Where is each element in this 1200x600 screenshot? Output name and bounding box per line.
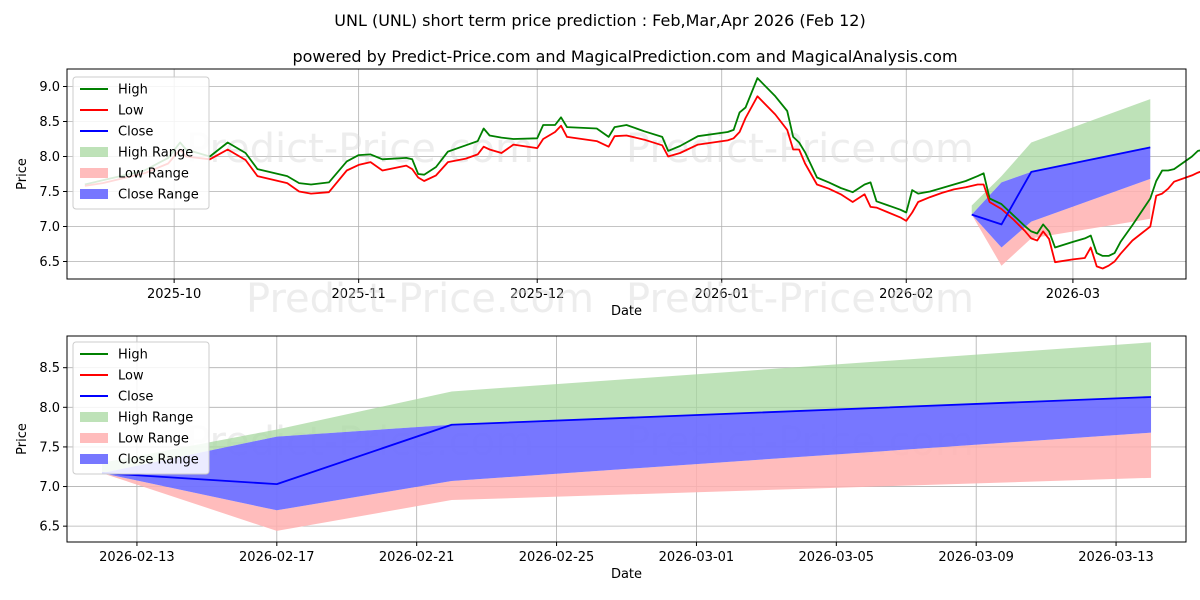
legend-swatch xyxy=(80,147,108,157)
low-range-band xyxy=(971,178,1151,266)
y-tick-label: 8.5 xyxy=(39,361,60,376)
chart-subtitle: powered by Predict-Price.com and Magical… xyxy=(292,47,957,66)
y-tick-label: 7.5 xyxy=(39,185,60,200)
legend-label: Low Range xyxy=(118,167,189,182)
x-tick-label: 2025-12 xyxy=(510,287,564,302)
x-tick-label: 2026-02-13 xyxy=(99,550,175,565)
y-tick-label: 7.0 xyxy=(39,220,60,235)
y-tick-label: 7.0 xyxy=(39,480,60,495)
x-tick-label: 2026-03-13 xyxy=(1078,550,1154,565)
close-line xyxy=(971,146,1151,226)
y-tick-label: 9.0 xyxy=(39,80,60,95)
y-tick-label: 7.5 xyxy=(39,440,60,455)
close-range-band xyxy=(101,397,1152,511)
low-line xyxy=(84,95,1200,270)
y-tick-label: 6.5 xyxy=(39,255,60,270)
y-tick-label: 8.0 xyxy=(39,150,60,165)
high-range-band xyxy=(971,99,1151,215)
y-tick-label: 8.5 xyxy=(39,115,60,130)
legend-swatch xyxy=(80,454,108,464)
y-axis-label: Price xyxy=(15,423,30,455)
y-tick-label: 6.5 xyxy=(39,520,60,535)
legend-label: High xyxy=(118,348,148,363)
x-tick-label: 2026-03-09 xyxy=(938,550,1014,565)
close-line xyxy=(101,396,1152,486)
x-tick-label: 2026-02 xyxy=(879,287,933,302)
legend-swatch xyxy=(80,412,108,422)
x-tick-label: 2025-11 xyxy=(331,287,385,302)
x-tick-label: 2026-03-01 xyxy=(659,550,735,565)
high-range-band xyxy=(101,342,1152,474)
chart-title: UNL (UNL) short term price prediction : … xyxy=(334,11,865,30)
high-line xyxy=(84,77,1200,257)
x-tick-label: 2026-02-17 xyxy=(239,550,315,565)
x-axis-label: Date xyxy=(611,304,642,319)
watermark-text: Predict-Price.com xyxy=(626,276,974,322)
plot-frame xyxy=(66,68,1187,280)
x-tick-label: 2026-03 xyxy=(1046,287,1100,302)
legend-label: High Range xyxy=(118,411,193,426)
legend-swatch xyxy=(80,433,108,443)
legend-swatch xyxy=(80,168,108,178)
y-axis-label: Price xyxy=(15,158,30,190)
low-range-band xyxy=(101,432,1152,531)
forecast-plot: 2026-02-13 2026-02-17 2026-02-21 2026-02-25… xyxy=(15,335,1187,582)
watermark-text: Predict-Price.com xyxy=(626,126,974,172)
legend-label: Close xyxy=(118,390,153,405)
x-tick-label: 2026-02-25 xyxy=(519,550,595,565)
legend-label: Low xyxy=(118,104,144,119)
legend-label: High xyxy=(118,83,148,98)
legend-swatch xyxy=(80,189,108,199)
legend: High Low Close High Range Low Range Close Ran… xyxy=(72,76,210,210)
legend-label: High Range xyxy=(118,146,193,161)
legend: High Low Close High Range Low Range Close Ran… xyxy=(72,341,210,475)
legend-label: Close Range xyxy=(118,188,199,203)
legend-label: Close Range xyxy=(118,453,199,468)
x-tick-label: 2026-02-21 xyxy=(379,550,455,565)
legend-label: Low xyxy=(118,369,144,384)
legend-label: Close xyxy=(118,125,153,140)
x-tick-label: 2026-03-05 xyxy=(799,550,875,565)
history-plot: 2025-10 2025-11 2025-12 2026-01 2026-02 2026-… xyxy=(15,68,1200,322)
watermark-text: Predict-Price.com xyxy=(246,276,594,322)
x-axis-label: Date xyxy=(611,567,642,582)
plot-frame xyxy=(66,335,1187,543)
x-tick-label: 2025-10 xyxy=(147,287,201,302)
y-tick-label: 8.0 xyxy=(39,401,60,416)
legend-label: Low Range xyxy=(118,432,189,447)
x-tick-label: 2026-01 xyxy=(695,287,749,302)
